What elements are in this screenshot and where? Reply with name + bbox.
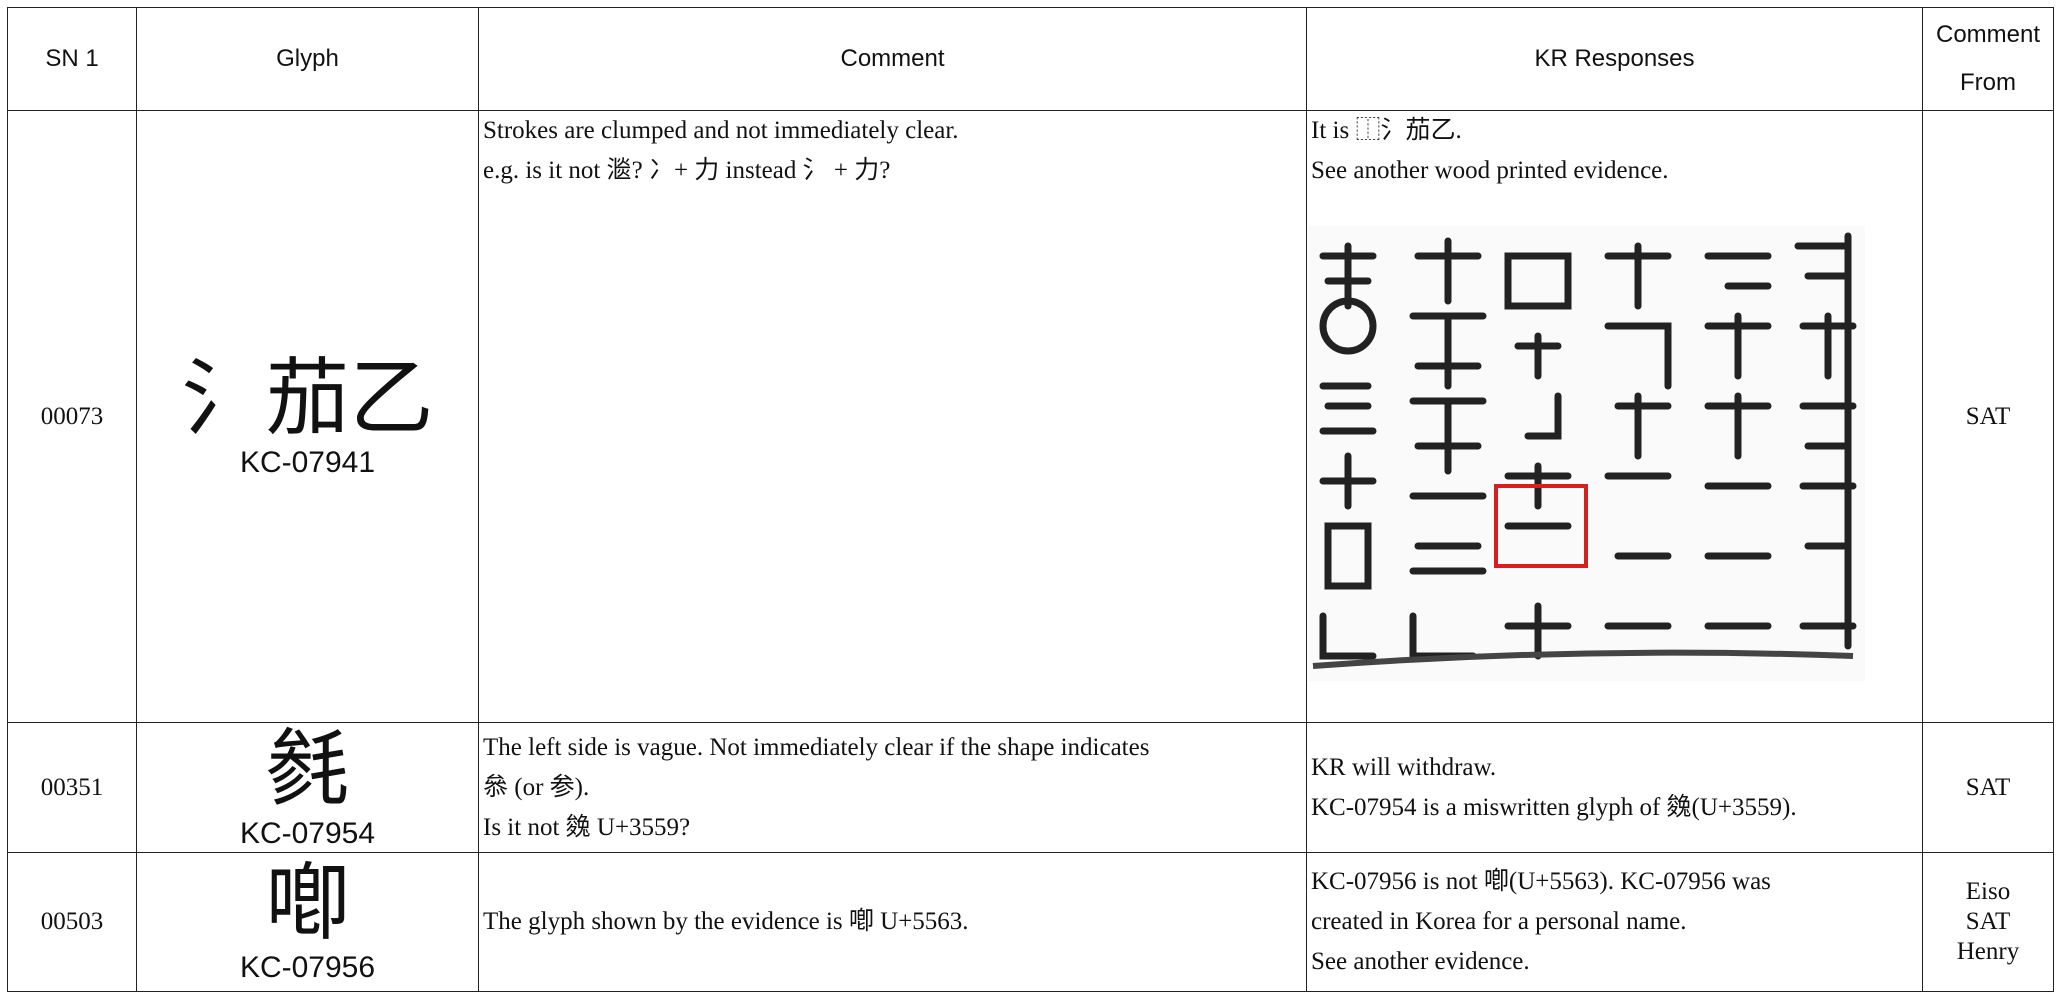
from-line: SAT: [1965, 908, 2011, 935]
response-line: KC-07956 is not 喞(U+5563). KC-07956 was: [1311, 868, 1771, 895]
response-line: See another evidence.: [1311, 948, 1530, 975]
glyph-cell: 喞 KC-07956: [136, 852, 479, 992]
comment-line: Strokes are clumped and not immediately …: [483, 117, 959, 144]
glyph-code: KC-07956: [239, 951, 376, 984]
header-cell: Glyph: [136, 7, 479, 111]
glyph-code: KC-07954: [239, 816, 376, 850]
glyph-char: 毵: [265, 723, 350, 817]
comment-line: 叅 (or 参).: [483, 773, 590, 801]
from-cell: SAT: [1922, 110, 2054, 723]
header-cell: Comment: [478, 7, 1307, 111]
evidence-image: [1308, 226, 1865, 681]
comment-line: The glyph shown by the evidence is 喞 U+5…: [483, 908, 969, 935]
sn-cell: 00351: [7, 722, 137, 853]
review-table: SN 1 Glyph Comment KR Responses Comment From…: [7, 7, 2054, 992]
evidence-background: [1308, 226, 1865, 681]
comment-line: e.g. is it not 㴴? 冫+ 力 instead 氵 + 力?: [483, 157, 891, 184]
response-cell: KR will withdraw. KC-07954 is a miswritte…: [1306, 722, 1923, 853]
header-cell: SN 1: [7, 7, 137, 111]
comment-cell: Strokes are clumped and not immediately …: [478, 110, 1307, 723]
glyph-cell: 氵茄乙 KC-07941: [136, 110, 479, 723]
response-line: It is ⿰氵茄乙.: [1311, 117, 1462, 144]
from-line: Eiso: [1965, 878, 2011, 905]
sn-cell: 00073: [7, 110, 137, 723]
glyph-cell: 毵 KC-07954: [136, 722, 479, 853]
from-line: SAT: [1965, 773, 2011, 801]
from-line: SAT: [1965, 402, 2011, 430]
response-cell: KC-07956 is not 喞(U+5563). KC-07956 was c…: [1306, 852, 1923, 992]
woodblock-strokes: [1319, 232, 1857, 660]
table-row: 00073 氵茄乙 KC-07941 Strokes are clumped and …: [7, 110, 2054, 723]
from-cell: Eiso SAT Henry: [1922, 852, 2054, 992]
highlight-box: [1494, 484, 1588, 568]
comment-line: The left side is vague. Not immediately …: [483, 733, 1150, 761]
table-row: 00351 毵 KC-07954 The left side is vague. No…: [7, 722, 2054, 853]
response-line: KC-07954 is a miswritten glyph of 㕙(U+35…: [1311, 793, 1797, 821]
table-body: 00073 氵茄乙 KC-07941 Strokes are clumped and …: [7, 110, 2054, 992]
response-line: KR will withdraw.: [1311, 753, 1497, 781]
glyph-char: 喞: [265, 858, 350, 951]
comment-line: Is it not 㕙 U+3559?: [483, 813, 691, 841]
response-line: See another wood printed evidence.: [1311, 157, 1669, 184]
from-cell: SAT: [1922, 722, 2054, 853]
glyph-code: KC-07941: [239, 445, 376, 479]
from-line: Henry: [1956, 938, 2020, 965]
sn-cell: 00503: [7, 852, 137, 992]
glyph-char: 氵茄乙: [181, 352, 434, 446]
header-cell: Comment From: [1922, 7, 2054, 111]
response-line: created in Korea for a personal name.: [1311, 908, 1687, 935]
header-row: SN 1 Glyph Comment KR Responses Comment From: [7, 7, 2054, 111]
comment-cell: The left side is vague. Not immediately …: [478, 722, 1307, 853]
header-cell: KR Responses: [1306, 7, 1923, 111]
table-row: 00503 喞 KC-07956 The glyph shown by the evi…: [7, 852, 2054, 992]
comment-cell: The glyph shown by the evidence is 喞 U+5…: [478, 852, 1307, 992]
page-edge: [1312, 649, 1854, 669]
